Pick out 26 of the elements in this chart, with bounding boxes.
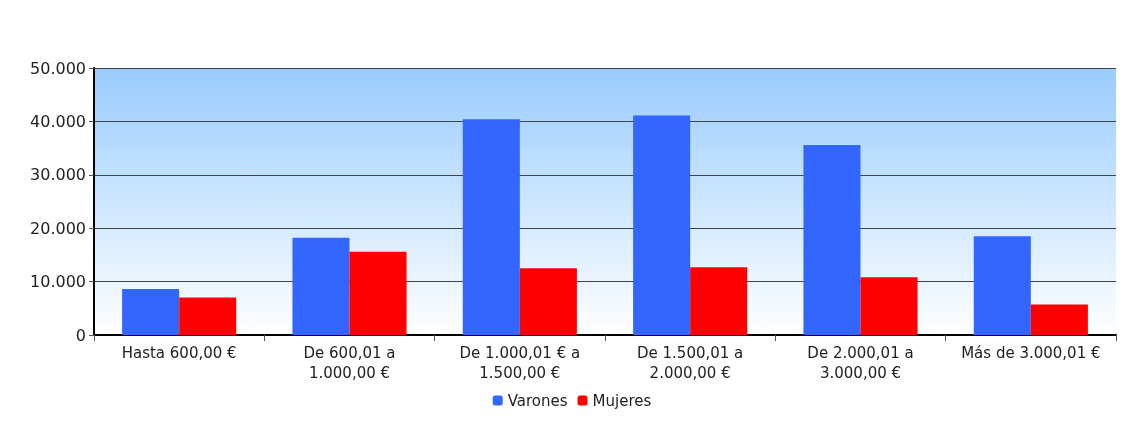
bar [349, 251, 407, 335]
bar [462, 119, 520, 335]
y-tick-label: 40.000 [30, 111, 86, 131]
x-tick-label: De 1.500,01 a 2.000,00 € [637, 344, 744, 382]
bar [633, 115, 691, 335]
y-tick-label: 10.000 [30, 272, 86, 292]
bar [179, 297, 237, 335]
y-tick-label: 20.000 [30, 218, 86, 238]
legend-label: Varones [507, 391, 568, 410]
x-tick-label: Más de 3.000,01 € [961, 344, 1101, 362]
bar [803, 144, 861, 335]
x-tick-label: De 600,01 a 1.000,00 € [303, 344, 396, 382]
bar [122, 289, 180, 335]
y-tick-label: 0 [75, 325, 86, 345]
x-tick-label: De 1.000,01 € a 1.500,00 € [459, 344, 581, 382]
bar [1030, 304, 1088, 335]
bar [973, 236, 1031, 335]
y-tick-label: 30.000 [30, 165, 86, 185]
x-tick-label: Hasta 600,00 € [121, 344, 237, 362]
legend-label: Mujeres [592, 391, 652, 410]
bar [860, 277, 918, 335]
bar [292, 237, 350, 335]
x-tick-label: De 2.000,01 a 3.000,00 € [807, 344, 914, 382]
bar [690, 267, 748, 335]
y-tick-label: 50.000 [30, 58, 86, 78]
bar [519, 268, 577, 335]
